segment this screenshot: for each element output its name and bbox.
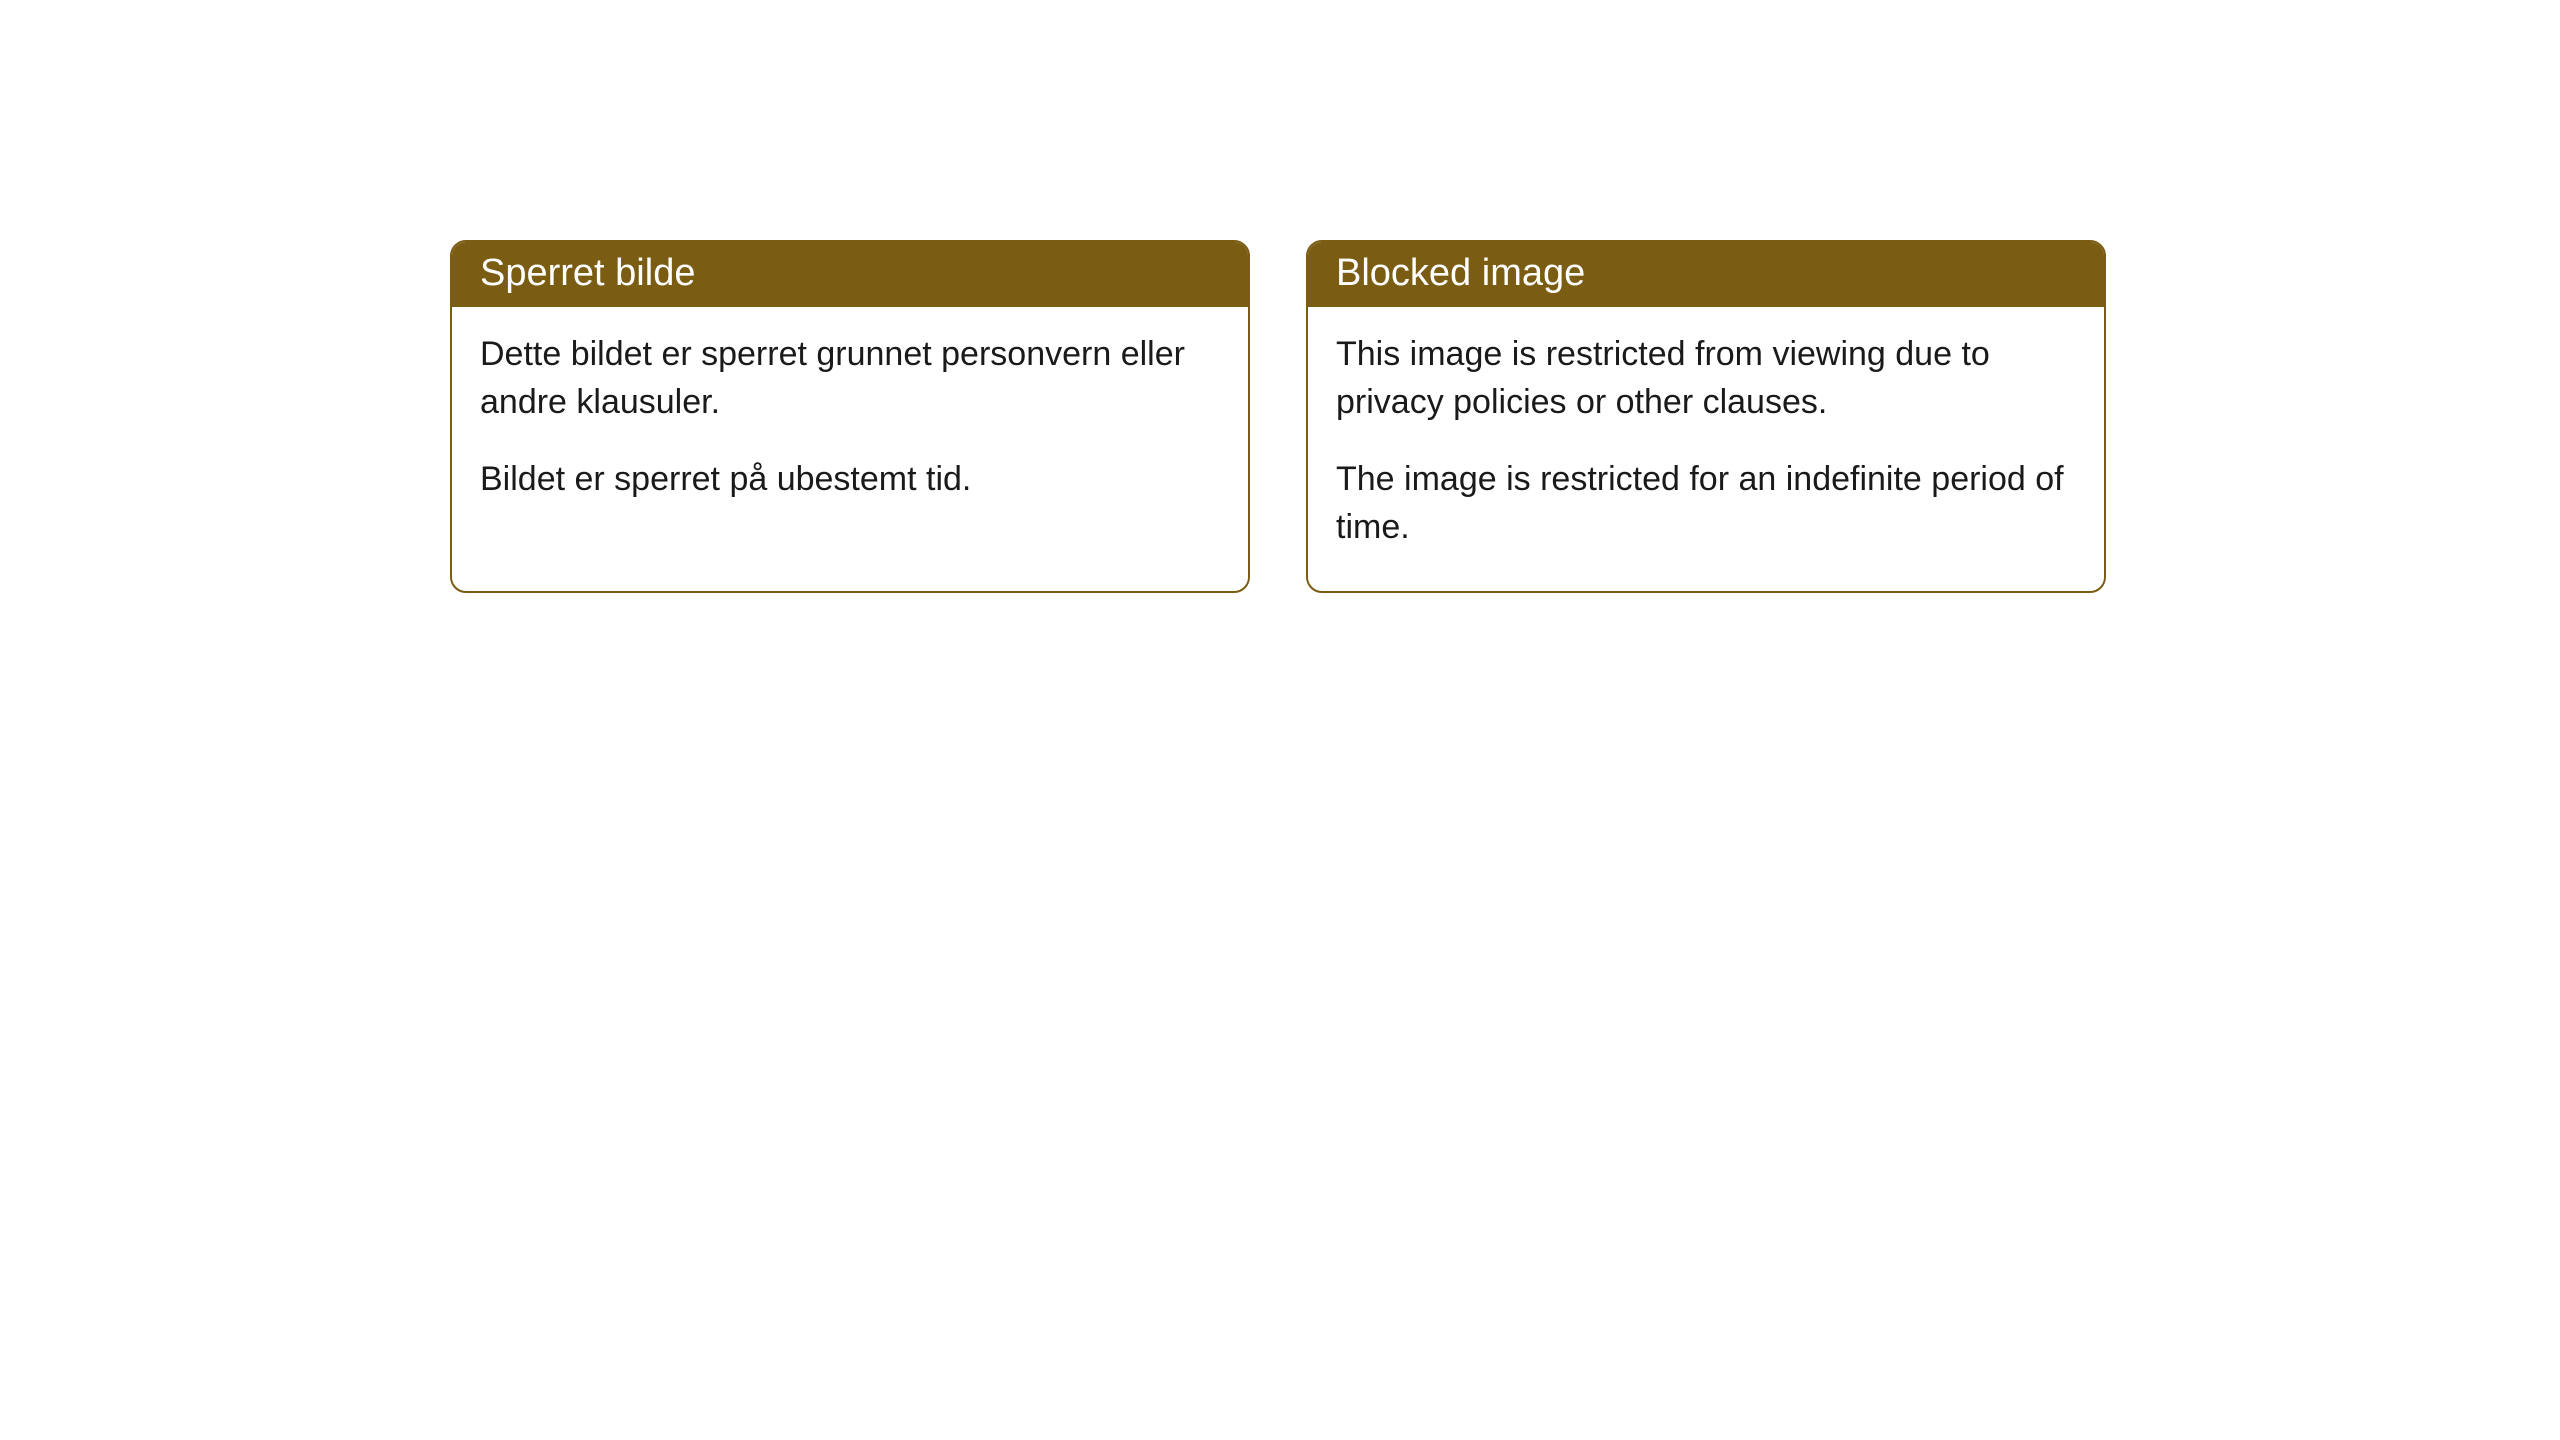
card-body-english: This image is restricted from viewing du… <box>1308 307 2104 591</box>
card-body-norwegian: Dette bildet er sperret grunnet personve… <box>452 307 1248 544</box>
card-title-english: Blocked image <box>1336 252 1585 294</box>
blocked-image-card-norwegian: Sperret bilde Dette bildet er sperret gr… <box>450 240 1250 593</box>
card-paragraph-2-norwegian: Bildet er sperret på ubestemt tid. <box>480 456 1220 504</box>
notice-cards-container: Sperret bilde Dette bildet er sperret gr… <box>450 240 2560 593</box>
card-paragraph-2-english: The image is restricted for an indefinit… <box>1336 456 2076 551</box>
card-header-norwegian: Sperret bilde <box>452 242 1248 307</box>
card-paragraph-1-norwegian: Dette bildet er sperret grunnet personve… <box>480 331 1220 426</box>
card-paragraph-1-english: This image is restricted from viewing du… <box>1336 331 2076 426</box>
card-header-english: Blocked image <box>1308 242 2104 307</box>
card-title-norwegian: Sperret bilde <box>480 252 695 294</box>
blocked-image-card-english: Blocked image This image is restricted f… <box>1306 240 2106 593</box>
